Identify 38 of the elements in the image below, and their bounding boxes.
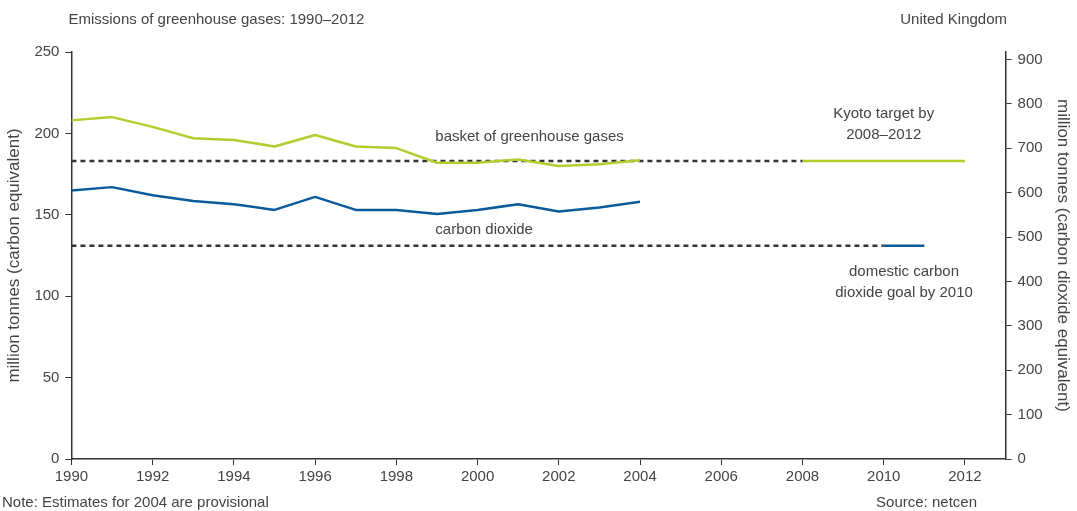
x-tick-label: 2004: [623, 467, 657, 485]
x-tick-label: 1990: [54, 467, 89, 485]
y2-tick-label: 100: [1017, 404, 1043, 422]
y2-tick-label: 400: [1017, 271, 1043, 289]
series-label: carbon dioxide: [435, 219, 533, 237]
chart-title: Emissions of greenhouse gases: 1990–2012: [68, 10, 365, 27]
y-tick-label: 200: [34, 123, 60, 141]
x-tick-label: 1996: [298, 467, 332, 485]
y2-tick-label: 700: [1017, 138, 1043, 156]
y-axis-title: million tonnes (carbon equivalent): [3, 128, 23, 383]
y-tick-label: 250: [34, 42, 60, 60]
y-tick-label: 50: [42, 367, 60, 385]
chart-subtitle: United Kingdom: [900, 10, 1007, 27]
x-tick-label: 2010: [867, 467, 901, 485]
y-tick-label: 150: [34, 204, 60, 222]
source-note: Source: netcen: [876, 493, 977, 510]
x-tick-label: 2006: [704, 467, 738, 485]
text: Note: Estimates for 2004 are provisional: [2, 493, 269, 510]
y2-tick-label: 0: [1017, 449, 1026, 467]
x-tick-label: 2008: [785, 467, 820, 485]
y2-tick-label: 900: [1017, 49, 1043, 67]
text: domestic carbon dioxide goal by 2010: [835, 261, 973, 300]
y2-axis-title: million tonnes (carbon dioxide equivalent): [1054, 99, 1074, 412]
x-tick-label: 2012: [948, 467, 982, 485]
y2-tick-label: 800: [1017, 93, 1043, 111]
y2-tick-label: 600: [1017, 182, 1043, 200]
y2-tick-label: 300: [1017, 315, 1043, 333]
x-tick-label: 1998: [379, 467, 414, 485]
y2-tick-label: 500: [1017, 227, 1043, 245]
x-tick-label: 1992: [135, 467, 170, 485]
series-label: Kyoto target by 2008–2012: [833, 104, 935, 143]
y2-tick-label: 200: [1017, 360, 1043, 378]
x-tick-label: 1994: [217, 467, 251, 485]
y-tick-label: 0: [51, 449, 60, 467]
series-label: basket of greenhouse gases: [435, 126, 624, 144]
x-tick-label: 2002: [542, 467, 576, 485]
x-tick-label: 2000: [460, 467, 495, 485]
y-tick-label: 100: [34, 286, 60, 304]
